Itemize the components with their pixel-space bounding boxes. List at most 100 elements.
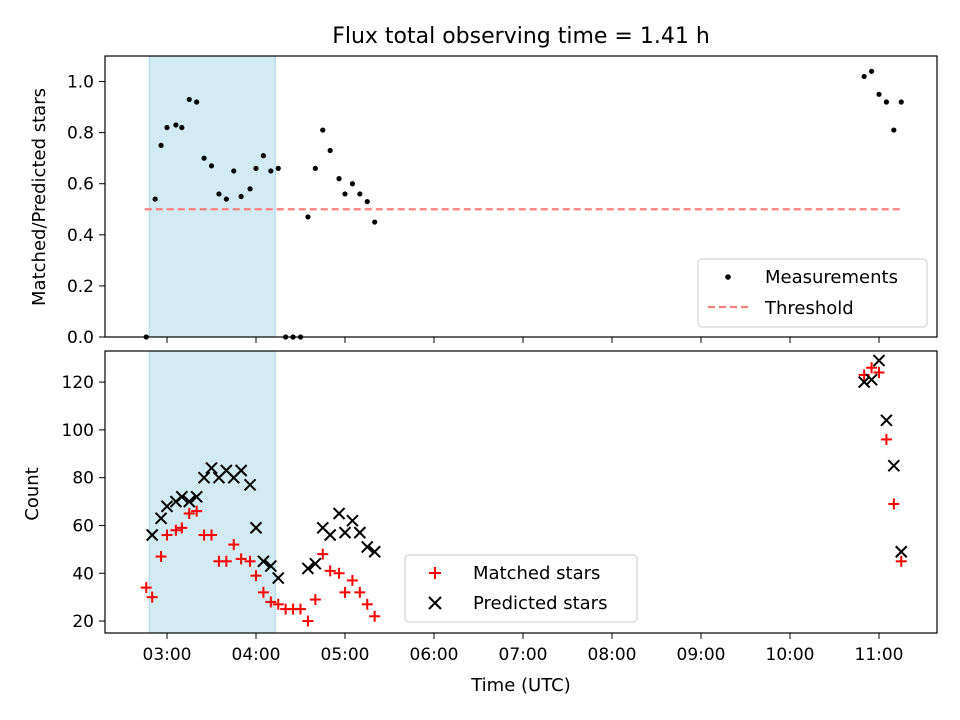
measurement-point: [342, 191, 348, 197]
top-x-ticks: [166, 337, 880, 343]
matched-star-point: [324, 565, 336, 577]
x-tick-label: 06:00: [410, 645, 459, 665]
measurement-point: [152, 196, 158, 202]
measurement-point: [275, 165, 281, 171]
top-y-tick-label: 0.8: [67, 124, 94, 144]
legend-threshold-label: Threshold: [764, 298, 854, 319]
measurement-point: [320, 127, 326, 133]
bottom-y-tick-label: 40: [72, 564, 94, 584]
bottom-y-tick-label: 100: [62, 421, 94, 441]
matched-star-point: [272, 598, 284, 610]
bottom-y-axis-label: Count: [22, 467, 43, 520]
legend-measurements-label: Measurements: [765, 267, 898, 288]
predicted-star-point: [332, 507, 346, 520]
predicted-star-point: [301, 562, 315, 575]
top-panel: 0.0 0.2 0.4 0.6 0.8 1.0 Matched/Predicted sta…: [29, 55, 938, 348]
predicted-star-point: [175, 490, 189, 503]
top-y-tick-label: 0.6: [67, 175, 94, 195]
bottom-legend-box: [404, 554, 638, 623]
matched-star-point: [146, 591, 158, 603]
matched-star-point: [369, 610, 381, 622]
x-tick-label: 08:00: [588, 645, 637, 665]
measurement-point: [173, 122, 179, 128]
legend-measurements-marker: [725, 274, 731, 280]
measurement-point: [349, 181, 356, 187]
bottom-shaded-span: [148, 350, 276, 634]
measurement-point: [186, 96, 192, 103]
predicted-star-point: [154, 512, 168, 525]
x-tick-label: 05:00: [321, 645, 370, 665]
measurement-point: [357, 191, 363, 197]
matched-star-point: [191, 505, 203, 517]
predicted-star-point: [338, 526, 352, 539]
legend-predicted-marker: [428, 596, 442, 610]
matched-star-point: [361, 598, 373, 610]
matched-star-point: [176, 522, 188, 534]
matched-star-point: [244, 555, 256, 567]
measurement-point: [312, 165, 318, 171]
measurement-point: [216, 191, 222, 197]
legend-matched-marker: [429, 567, 441, 579]
matched-star-point: [228, 539, 240, 551]
predicted-star-point: [361, 540, 374, 554]
bottom-plot-frame: [104, 350, 938, 634]
measurement-point: [231, 168, 237, 174]
matched-star-point: [866, 362, 878, 374]
matched-star-point: [235, 553, 247, 565]
predicted-star-point: [346, 514, 359, 527]
bottom-y-tick-label: 120: [62, 373, 94, 393]
measurement-point: [223, 196, 229, 202]
top-legend: Measurements Threshold: [697, 258, 928, 328]
matched-star-point: [888, 498, 900, 510]
measurement-point: [179, 124, 185, 131]
predicted-star-point: [160, 500, 174, 513]
measurement-point: [158, 142, 164, 149]
matched-star-point: [354, 586, 366, 598]
x-tick-label: 10:00: [766, 645, 815, 665]
bottom-y-tick-label: 80: [72, 469, 94, 489]
x-axis-label: Time (UTC): [470, 675, 571, 696]
top-y-tick-label: 0.2: [67, 277, 94, 297]
matched-star-point: [873, 367, 885, 379]
x-tick-label: 07:00: [499, 645, 548, 665]
matched-star-point: [257, 586, 269, 598]
measurement-point: [208, 163, 215, 169]
bottom-points-layer: [140, 354, 908, 627]
x-tick-label: 09:00: [677, 645, 726, 665]
predicted-star-point: [872, 354, 886, 367]
legend-matched-label: Matched stars: [473, 563, 600, 584]
measurement-point: [868, 68, 875, 74]
predicted-star-point: [368, 545, 381, 558]
bottom-y-tick-label: 20: [72, 612, 94, 632]
matched-star-point: [155, 551, 167, 563]
top-y-tick-label: 0.0: [67, 328, 94, 348]
legend-predicted-label: Predicted stars: [473, 593, 607, 614]
measurement-point: [372, 219, 378, 225]
top-plot-frame: [104, 55, 938, 338]
predicted-star-point: [205, 461, 218, 475]
predicted-star-point: [249, 521, 263, 535]
predicted-star-point: [264, 559, 278, 573]
predicted-star-point: [197, 471, 211, 484]
top-y-tick-label: 1.0: [67, 73, 94, 93]
measurement-point: [883, 99, 890, 105]
matched-star-point: [265, 596, 277, 608]
bottom-x-axis: 03:00 04:00 05:00 06:00 07:00 08:00 09:00 10:00…: [143, 633, 904, 665]
predicted-star-point: [323, 528, 337, 542]
top-y-axis-label: Matched/Predicted stars: [29, 88, 50, 306]
matched-star-point: [880, 433, 892, 445]
measurement-point: [891, 127, 897, 133]
predicted-star-point: [895, 545, 908, 558]
predicted-star-point: [243, 478, 257, 492]
measurement-point: [194, 99, 200, 105]
predicted-star-point: [190, 490, 203, 503]
measurement-point: [268, 168, 274, 174]
measurement-point: [247, 186, 253, 192]
bottom-shade-layer: [148, 350, 276, 634]
top-points-layer: [143, 68, 904, 340]
measurement-point: [201, 155, 207, 161]
matched-star-point: [183, 508, 195, 520]
top-y-axis: 0.0 0.2 0.4 0.6 0.8 1.0: [67, 73, 105, 348]
top-legend-box: [697, 258, 928, 328]
matched-star-point: [220, 555, 232, 567]
